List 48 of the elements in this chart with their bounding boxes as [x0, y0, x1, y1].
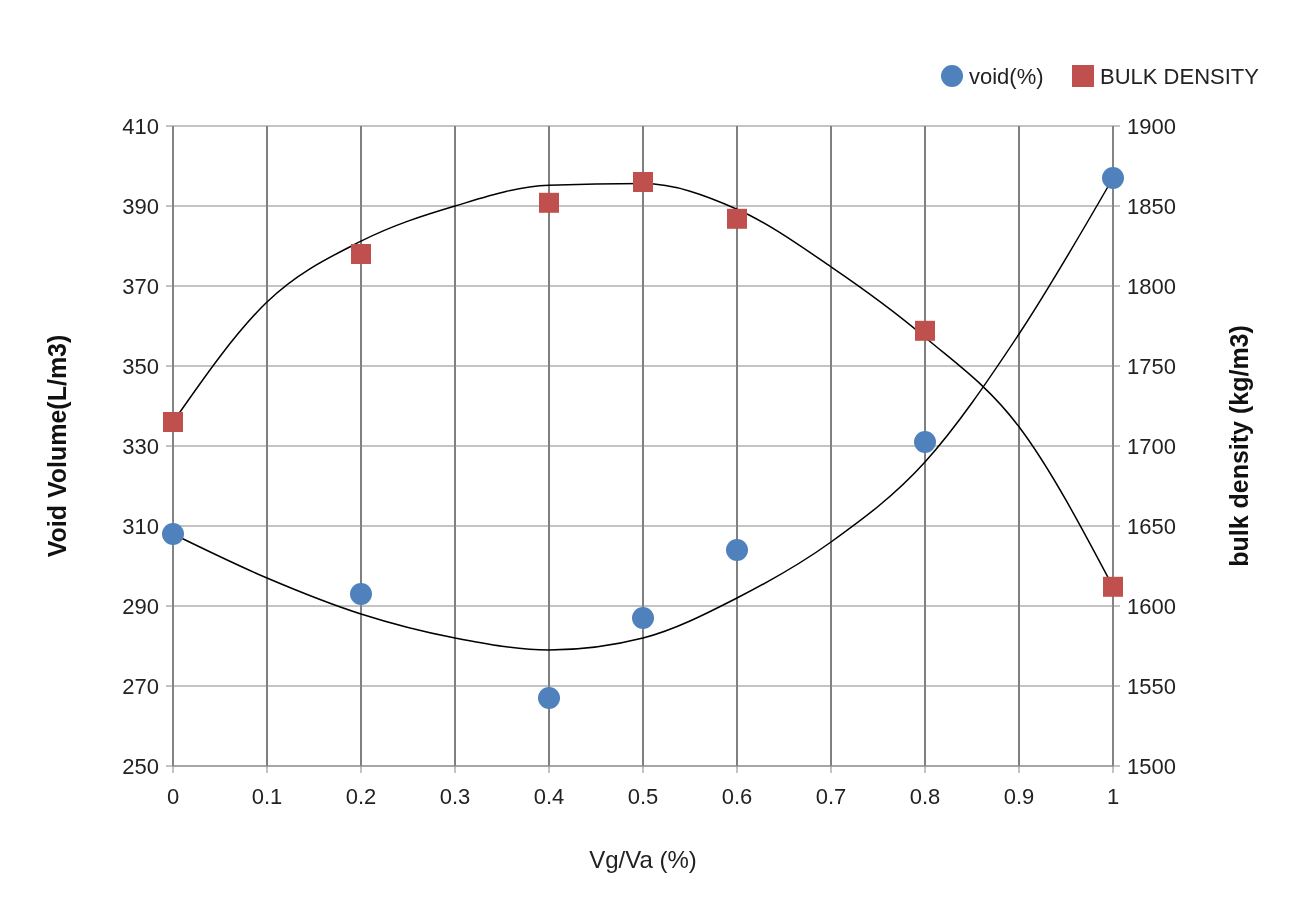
x-tick-label: 0.9 [1003, 784, 1035, 809]
y2-tick-label: 1800 [1127, 274, 1176, 299]
y2-tick-label: 1750 [1127, 354, 1176, 379]
y2-tick-label: 1550 [1127, 674, 1176, 699]
y-tick-label: 410 [122, 114, 159, 139]
y2-axis-title: bulk density (kg/m3) [1225, 325, 1253, 567]
y-axis-title: Void Volume(L/m3) [43, 334, 71, 558]
y2-tick-label: 1850 [1127, 194, 1176, 219]
point [163, 412, 183, 432]
x-tick-label: 1 [1106, 784, 1120, 809]
point [633, 172, 653, 192]
point [538, 687, 560, 709]
point [632, 607, 654, 629]
x-tick-label: 0.7 [815, 784, 847, 809]
x-tick-label: 0.1 [251, 784, 283, 809]
x-tick-label: 0.6 [721, 784, 753, 809]
y-tick-label: 250 [122, 754, 159, 779]
point [1103, 576, 1123, 597]
y-tick-label: 290 [122, 594, 159, 619]
y2-tick-label: 1500 [1127, 754, 1176, 779]
y2-tick-label: 1700 [1127, 434, 1176, 459]
x-tick-label: 0.4 [533, 784, 565, 809]
y2-tick-label: 1900 [1127, 114, 1176, 139]
y2-tick-label: 1600 [1127, 594, 1176, 619]
x-tick-label: 0 [166, 784, 180, 809]
x-tick-label: 0.2 [345, 784, 377, 809]
point [350, 583, 372, 605]
point [539, 192, 559, 213]
y-tick-label: 370 [122, 274, 159, 299]
x-tick-label: 0.5 [627, 784, 659, 809]
legend-label: BULK DENSITY [1100, 64, 1260, 89]
y-tick-label: 330 [122, 434, 159, 459]
point [1102, 167, 1124, 189]
y2-tick-label: 1650 [1127, 514, 1176, 539]
legend-label: void(%) [969, 64, 1044, 89]
y-tick-label: 390 [122, 194, 159, 219]
x-tick-label: 0.3 [439, 784, 471, 809]
point [914, 431, 936, 453]
y-tick-label: 270 [122, 674, 159, 699]
y-tick-label: 310 [122, 514, 159, 539]
point [726, 539, 748, 561]
point [351, 244, 371, 264]
x-axis-title: Vg/Va (%) [589, 846, 697, 873]
point [162, 523, 184, 545]
x-tick-label: 0.8 [909, 784, 941, 809]
y-tick-label: 350 [122, 354, 159, 379]
point [915, 320, 935, 341]
point [727, 208, 747, 229]
